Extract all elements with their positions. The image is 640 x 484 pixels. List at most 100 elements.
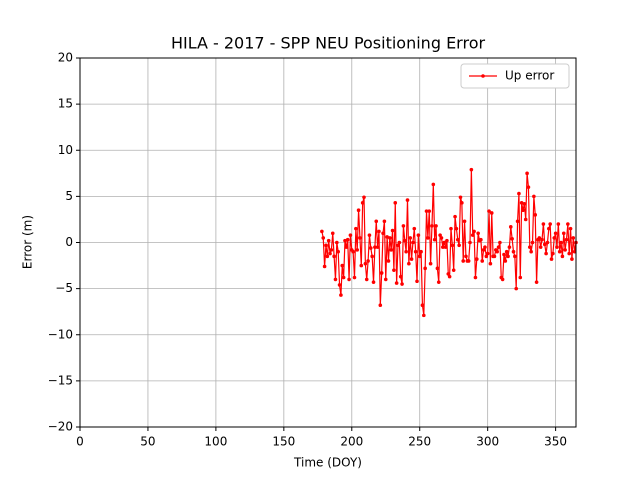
y-axis-label: Error (m) <box>21 215 35 269</box>
data-point <box>468 240 472 245</box>
data-point <box>446 272 451 276</box>
data-point <box>500 277 505 282</box>
data-point <box>332 254 336 259</box>
data-point <box>397 240 402 245</box>
data-point <box>479 237 483 242</box>
data-point <box>523 217 528 222</box>
data-point <box>423 266 427 271</box>
data-point <box>473 275 478 280</box>
data-point <box>411 240 415 245</box>
data-point <box>567 251 572 256</box>
y-tick-label: 10 <box>58 143 73 157</box>
data-point <box>460 201 464 205</box>
data-point <box>476 231 480 236</box>
x-tick-label: 300 <box>476 435 499 449</box>
data-point <box>555 245 559 249</box>
data-point <box>449 226 453 231</box>
data-point <box>475 257 479 261</box>
data-point <box>322 264 327 269</box>
data-point <box>488 261 493 266</box>
data-point <box>514 286 519 291</box>
data-point <box>344 245 349 249</box>
data-point <box>447 274 452 279</box>
data-point <box>339 293 343 297</box>
y-tick-label: 15 <box>58 97 73 111</box>
data-point <box>559 240 563 245</box>
y-tick-label: −20 <box>48 420 73 434</box>
data-point <box>548 222 552 226</box>
data-point <box>321 236 326 240</box>
data-point <box>396 243 400 248</box>
data-point <box>461 259 466 263</box>
data-point <box>521 208 525 213</box>
y-tick-label: −10 <box>48 327 73 341</box>
data-point <box>527 245 532 249</box>
data-point <box>356 208 361 213</box>
data-point <box>416 233 421 237</box>
legend-marker <box>481 74 485 78</box>
data-point <box>352 275 357 280</box>
data-point <box>417 254 422 259</box>
legend-label: Up error <box>505 69 554 83</box>
data-point <box>530 240 535 245</box>
data-point <box>549 257 554 261</box>
x-tick-label: 200 <box>340 435 363 449</box>
data-point <box>379 271 384 275</box>
data-point <box>557 249 562 254</box>
data-point <box>426 236 430 240</box>
data-point <box>451 268 456 272</box>
y-tick-label: −5 <box>55 281 73 295</box>
data-point <box>480 259 485 263</box>
data-point <box>513 254 517 259</box>
data-point <box>374 219 379 224</box>
data-point <box>386 259 391 263</box>
y-tick-label: 5 <box>65 189 73 203</box>
data-point <box>566 222 570 226</box>
data-point <box>517 191 521 196</box>
data-point <box>382 219 387 224</box>
data-point <box>445 238 449 243</box>
data-point <box>363 261 368 266</box>
data-point <box>551 251 555 256</box>
data-point <box>526 185 531 189</box>
data-point <box>337 283 342 287</box>
data-point <box>364 277 369 282</box>
data-point <box>542 242 547 247</box>
data-point <box>392 268 396 272</box>
data-point <box>441 245 445 249</box>
data-point <box>568 226 573 231</box>
x-tick-label: 250 <box>408 435 431 449</box>
data-point <box>519 201 524 205</box>
data-point <box>469 167 474 172</box>
data-point <box>351 249 355 254</box>
plot-frame <box>79 57 577 428</box>
data-point <box>564 237 569 242</box>
data-point <box>442 240 446 245</box>
data-point <box>383 277 388 282</box>
data-point <box>404 249 408 254</box>
data-point <box>341 275 346 280</box>
data-point <box>435 266 440 271</box>
data-point <box>506 254 510 259</box>
data-point <box>522 201 527 206</box>
data-point <box>457 243 461 248</box>
data-point <box>518 275 523 280</box>
data-point <box>333 277 338 282</box>
data-point <box>328 251 332 256</box>
data-point <box>359 263 364 268</box>
data-point <box>389 248 393 252</box>
data-point <box>370 254 374 259</box>
data-point <box>434 224 438 228</box>
x-tick-label: 150 <box>272 435 295 449</box>
data-point <box>481 248 486 252</box>
data-point <box>362 195 366 200</box>
data-point <box>483 245 487 249</box>
data-point <box>498 240 502 245</box>
data-point <box>458 195 463 200</box>
y-tick-label: 20 <box>58 51 73 65</box>
data-point <box>360 201 365 205</box>
data-point <box>443 245 448 249</box>
x-tick-label: 350 <box>544 435 567 449</box>
data-point <box>428 261 433 266</box>
data-point <box>492 254 497 259</box>
